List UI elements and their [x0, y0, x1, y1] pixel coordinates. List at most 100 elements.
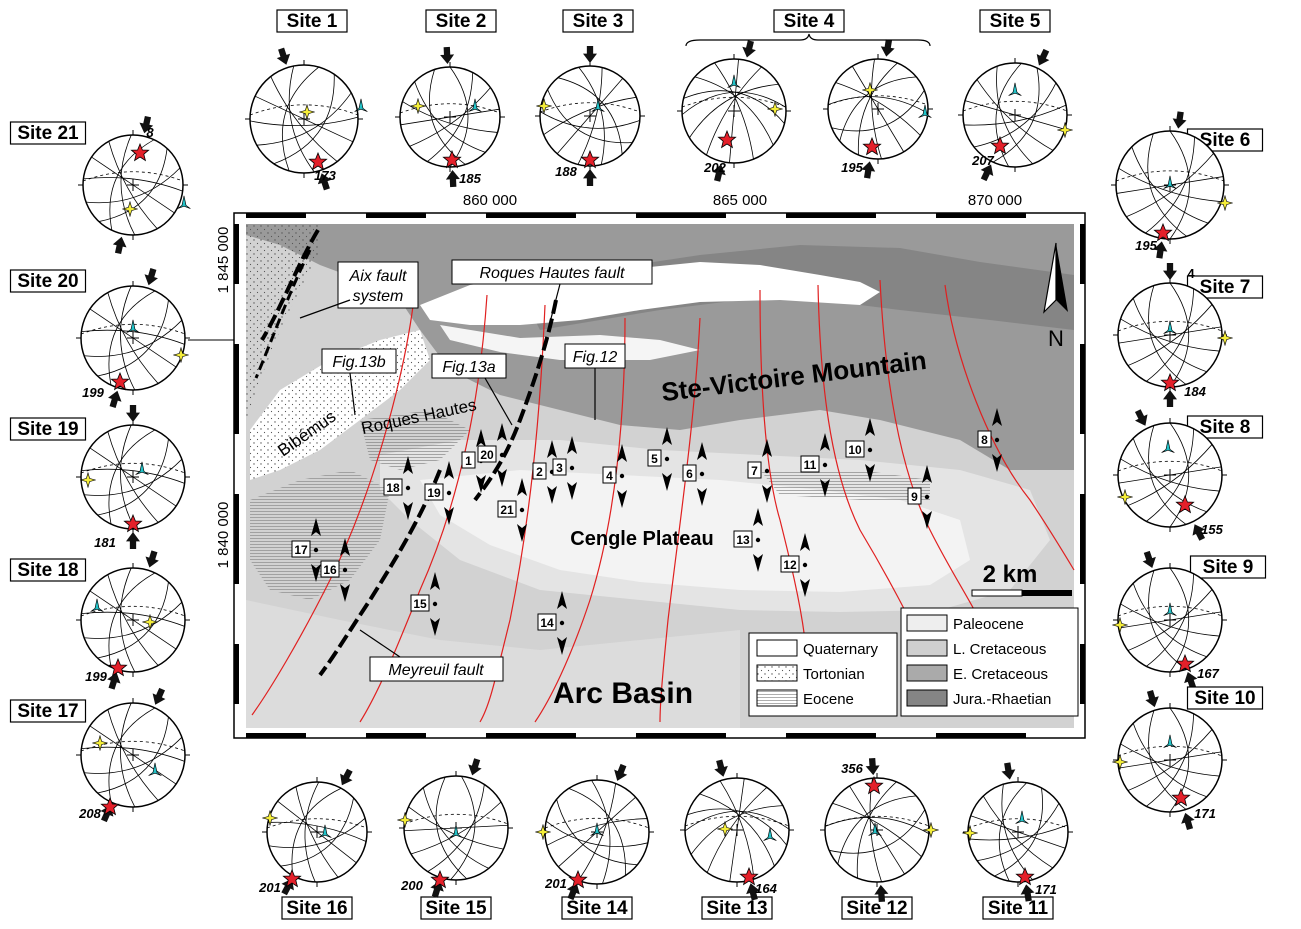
- stereonet: 201: [535, 763, 654, 901]
- stereonet: 171: [962, 762, 1073, 902]
- fault-planes: [828, 59, 929, 159]
- sigma1-azimuth: 155: [1201, 522, 1223, 537]
- map-site-marker: 3: [552, 436, 577, 500]
- site-label: Site 7: [1200, 277, 1251, 298]
- compression-arrow: [107, 672, 121, 690]
- sigma1-azimuth: 167: [1197, 666, 1219, 681]
- site-label: Site 9: [1203, 557, 1254, 578]
- legend-tortonian: Tortonian: [756, 664, 865, 683]
- stereonet: 185: [395, 46, 505, 188]
- compression-arrow: [1163, 390, 1177, 407]
- sigma1-azimuth: 201: [544, 876, 567, 891]
- compression-arrow: [1163, 263, 1177, 280]
- sigma1-azimuth: 185: [459, 171, 481, 186]
- map-site-marker: 9: [907, 465, 932, 529]
- callout-aix-fault: Aix fault system: [299, 261, 419, 319]
- fault-planes: [404, 776, 508, 880]
- site-17: Site 17 208: [9, 687, 190, 823]
- sigma1-azimuth: 195: [841, 160, 863, 175]
- fault-planes: [267, 781, 367, 883]
- fault-planes: [400, 66, 500, 168]
- svg-text:5: 5: [651, 452, 658, 466]
- map-site-marker: 5: [647, 427, 672, 491]
- sigma1-azimuth: 188: [555, 164, 577, 179]
- site-19: Site 19 181: [9, 405, 190, 550]
- compression-arrow: [980, 164, 994, 182]
- legend-paleocene: Paleocene: [906, 614, 1024, 633]
- svg-text:18: 18: [386, 481, 400, 495]
- svg-text:21: 21: [500, 503, 514, 517]
- site-21: Site 21 8: [9, 115, 191, 255]
- compression-arrow: [317, 173, 332, 191]
- compression-arrow: [566, 883, 580, 901]
- compression-arrow: [1001, 762, 1016, 780]
- callout-fig13b: Fig.13b: [321, 348, 397, 416]
- map-site-marker: 4: [602, 444, 627, 508]
- fault-planes: [824, 778, 930, 882]
- compression-arrow: [145, 550, 159, 568]
- stereonet: 188: [535, 46, 645, 186]
- map-site-marker: 7: [747, 439, 772, 503]
- site-label: Site 15: [425, 898, 487, 919]
- svg-text:13: 13: [736, 533, 750, 547]
- site-label: Site 3: [573, 11, 624, 32]
- site-label: Site 8: [1200, 417, 1251, 438]
- legend-e-cretaceous: E. Cretaceous: [906, 664, 1048, 683]
- svg-text:Eocene: Eocene: [803, 691, 854, 708]
- coord-y-2: 1 840 000: [215, 502, 232, 569]
- callout-fig13a: Fig.13a: [431, 353, 513, 426]
- stereonet: 195: [823, 39, 933, 179]
- site-label: Site 12: [846, 898, 907, 919]
- map-site-marker: 10: [845, 418, 875, 482]
- svg-text:Quaternary: Quaternary: [803, 641, 879, 658]
- fault-planes: [81, 702, 185, 808]
- compression-arrow: [712, 164, 726, 182]
- site-3: Site 3 188: [535, 9, 645, 186]
- map-site-marker: 8: [977, 408, 1002, 472]
- svg-text:N: N: [1048, 326, 1064, 351]
- sigma1-azimuth: 207: [971, 153, 994, 168]
- site-label: Site 1: [287, 11, 338, 32]
- compression-arrow: [144, 268, 158, 286]
- compression-arrow: [276, 47, 291, 65]
- site-16: Site 16 201: [258, 768, 372, 920]
- compression-arrow: [583, 169, 597, 186]
- compression-arrow: [152, 687, 166, 705]
- map-legend: Quaternary Tortonian Eocene Paleocene L.…: [748, 607, 1079, 717]
- site-1: Site 1 173: [245, 9, 368, 191]
- compression-arrow: [880, 39, 895, 57]
- site-2: Site 2 185: [395, 9, 505, 188]
- compression-arrow: [126, 532, 140, 549]
- stereonet: 356: [820, 757, 939, 903]
- compression-arrow: [108, 390, 122, 408]
- site-8: Site 8 155: [1113, 409, 1264, 541]
- sigma1-azimuth: 195: [1135, 238, 1157, 253]
- site-label: Site 19: [17, 419, 78, 440]
- compression-arrow: [614, 763, 628, 781]
- geologic-map: 860 000 865 000 870 000 1 845 000 1 840 …: [215, 192, 1086, 739]
- fault-planes: [545, 780, 648, 884]
- compression-arrow: [1181, 812, 1195, 831]
- label-arc-basin: Arc Basin: [553, 677, 693, 710]
- map-site-marker: 6: [682, 442, 707, 506]
- site-label: Site 2: [436, 11, 487, 32]
- compression-arrow: [861, 161, 876, 179]
- compression-arrow: [714, 759, 728, 777]
- svg-text:2: 2: [536, 465, 543, 479]
- stereonet: 200: [397, 758, 513, 898]
- legend-jura-rhaetian: Jura.-Rhaetian: [906, 689, 1051, 708]
- compression-arrow: [468, 758, 482, 776]
- stereonet: 167: [1112, 550, 1227, 690]
- north-arrow: N: [1043, 242, 1068, 351]
- label-cengle-plateau: Cengle Plateau: [570, 528, 713, 550]
- site-14: Site 14 201: [535, 763, 654, 920]
- svg-text:6: 6: [686, 467, 693, 481]
- sigma1-azimuth: 181: [94, 535, 116, 550]
- compression-arrow: [445, 169, 460, 188]
- extra-azimuth: 4: [1187, 266, 1195, 281]
- compression-arrow: [440, 46, 455, 65]
- sigma1-azimuth: 356: [841, 761, 863, 776]
- site-label: Site 13: [706, 898, 767, 919]
